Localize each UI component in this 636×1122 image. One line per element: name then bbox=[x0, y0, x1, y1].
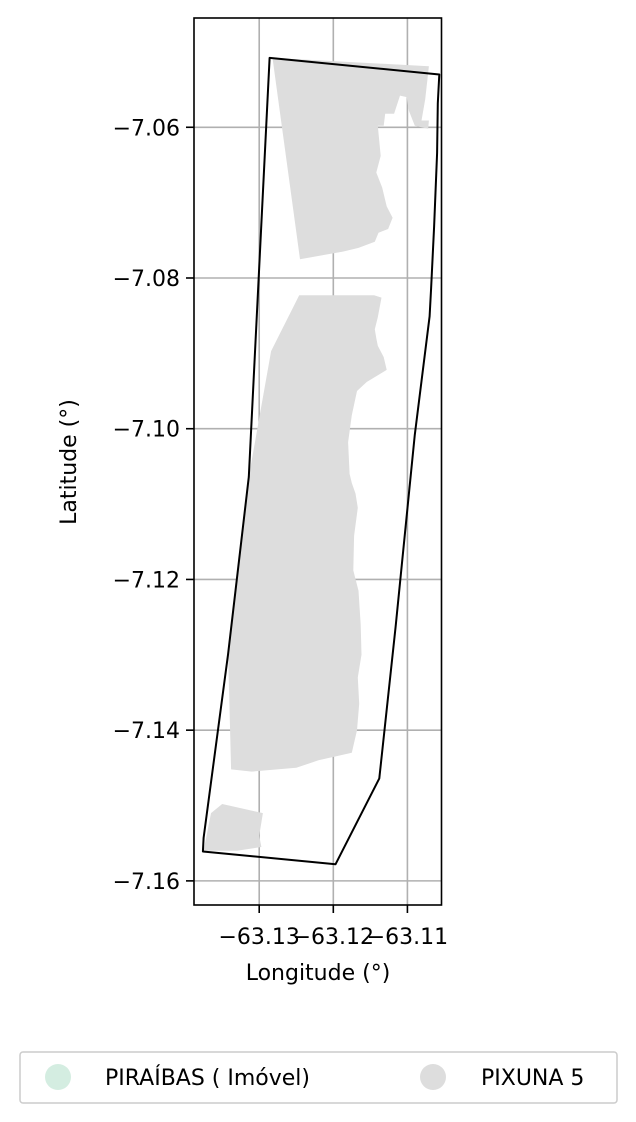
x-tick-label-1: −63.12 bbox=[293, 925, 374, 950]
y-tick-label-1: −7.08 bbox=[113, 267, 180, 292]
x-axis-ticks: −63.13−63.12−63.11 bbox=[218, 905, 448, 950]
y-tick-label-0: −7.06 bbox=[113, 116, 180, 141]
pixuna-5-parcel-1 bbox=[228, 295, 387, 772]
x-tick-label-0: −63.13 bbox=[218, 925, 299, 950]
legend-marker-piraibas bbox=[45, 1064, 71, 1090]
y-tick-label-2: −7.10 bbox=[113, 418, 180, 443]
legend-marker-pixuna-5 bbox=[420, 1064, 446, 1090]
y-tick-label-3: −7.12 bbox=[113, 568, 180, 593]
plot-frame bbox=[193, 17, 443, 906]
legend-frame bbox=[19, 1051, 618, 1104]
x-tick-label-2: −63.11 bbox=[367, 925, 448, 950]
pixuna-5-polygons bbox=[203, 57, 429, 851]
y-axis-ticks: −7.06 −7.08 −7.10 −7.12 −7.14 −7.16 bbox=[113, 116, 194, 895]
map-layers bbox=[201, 56, 441, 866]
piraibas-boundary-outline bbox=[201, 56, 441, 866]
pixuna-5-parcel-0 bbox=[272, 57, 429, 260]
pixuna-5-parcel-2 bbox=[203, 804, 263, 851]
y-axis-label: Latitude (°) bbox=[57, 399, 82, 525]
piraibas-boundary bbox=[201, 56, 441, 866]
legend-label-piraibas: PIRAÍBAS ( Imóvel) bbox=[105, 1065, 310, 1091]
legend: PIRAÍBAS ( Imóvel) PIXUNA 5 bbox=[19, 1051, 618, 1104]
y-tick-label-5: −7.16 bbox=[113, 870, 180, 895]
y-tick-label-4: −7.14 bbox=[113, 719, 180, 744]
x-axis-label: Longitude (°) bbox=[246, 961, 391, 986]
legend-label-pixuna-5: PIXUNA 5 bbox=[481, 1066, 584, 1091]
